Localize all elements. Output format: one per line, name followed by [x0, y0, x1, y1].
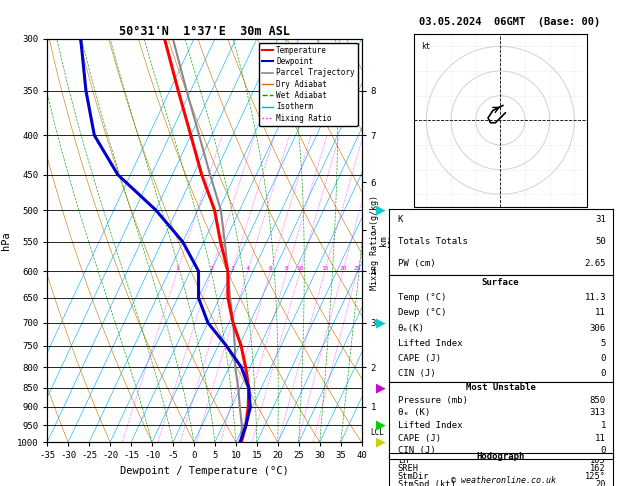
Text: 1: 1	[175, 266, 179, 271]
Text: CAPE (J): CAPE (J)	[398, 434, 441, 443]
Text: 0: 0	[601, 369, 606, 379]
Text: K: K	[398, 215, 403, 225]
Text: StmSpd (kt): StmSpd (kt)	[398, 480, 455, 486]
Legend: Temperature, Dewpoint, Parcel Trajectory, Dry Adiabat, Wet Adiabat, Isotherm, Mi: Temperature, Dewpoint, Parcel Trajectory…	[259, 43, 358, 125]
Text: 5: 5	[601, 339, 606, 348]
Text: Totals Totals: Totals Totals	[398, 237, 467, 246]
Text: 50: 50	[595, 237, 606, 246]
Text: 15: 15	[321, 266, 328, 271]
Text: 0: 0	[601, 354, 606, 363]
Text: 1: 1	[601, 421, 606, 430]
Text: Surface: Surface	[482, 278, 520, 287]
Text: 4: 4	[246, 266, 250, 271]
Text: © weatheronline.co.uk: © weatheronline.co.uk	[451, 475, 555, 485]
Text: PW (cm): PW (cm)	[398, 259, 435, 268]
Title: 50°31'N  1°37'E  30m ASL: 50°31'N 1°37'E 30m ASL	[119, 25, 290, 38]
Y-axis label: km
ASL: km ASL	[379, 232, 398, 249]
Text: θₑ(K): θₑ(K)	[398, 324, 425, 332]
Text: θₑ (K): θₑ (K)	[398, 408, 430, 417]
Text: 125°: 125°	[585, 472, 606, 481]
Text: 2: 2	[209, 266, 213, 271]
Text: Temp (°C): Temp (°C)	[398, 293, 446, 302]
Text: LCL: LCL	[370, 428, 384, 436]
Text: 6: 6	[269, 266, 272, 271]
Text: CIN (J): CIN (J)	[398, 446, 435, 455]
Text: StmDir: StmDir	[398, 472, 429, 481]
Text: 20: 20	[339, 266, 347, 271]
Text: 25: 25	[353, 266, 361, 271]
Text: 3: 3	[230, 266, 234, 271]
Text: 162: 162	[590, 464, 606, 473]
Text: Dewp (°C): Dewp (°C)	[398, 308, 446, 317]
Text: Hodograph: Hodograph	[477, 452, 525, 461]
Text: 306: 306	[590, 324, 606, 332]
Text: 2.65: 2.65	[584, 259, 606, 268]
Text: ▶: ▶	[376, 316, 386, 329]
Text: CAPE (J): CAPE (J)	[398, 354, 441, 363]
Text: 10: 10	[296, 266, 304, 271]
Text: ▶: ▶	[376, 204, 386, 217]
Text: ▶: ▶	[376, 418, 386, 432]
Text: EH: EH	[398, 456, 408, 465]
Text: 0: 0	[601, 446, 606, 455]
Text: 105: 105	[590, 456, 606, 465]
Text: 850: 850	[590, 396, 606, 405]
Text: 31: 31	[595, 215, 606, 225]
Text: Most Unstable: Most Unstable	[465, 383, 536, 392]
Text: 11.3: 11.3	[584, 293, 606, 302]
Text: 8: 8	[285, 266, 289, 271]
Text: CIN (J): CIN (J)	[398, 369, 435, 379]
Text: ▶: ▶	[376, 382, 386, 394]
Text: 20: 20	[596, 480, 606, 486]
Text: Lifted Index: Lifted Index	[398, 421, 462, 430]
Text: Lifted Index: Lifted Index	[398, 339, 462, 348]
Text: Mixing Ratio (g/kg): Mixing Ratio (g/kg)	[370, 195, 379, 291]
Text: 11: 11	[595, 434, 606, 443]
Text: SREH: SREH	[398, 464, 419, 473]
Y-axis label: hPa: hPa	[1, 231, 11, 250]
Text: ▶: ▶	[376, 436, 386, 449]
Text: 313: 313	[590, 408, 606, 417]
Text: 03.05.2024  06GMT  (Base: 00): 03.05.2024 06GMT (Base: 00)	[419, 17, 600, 27]
Text: kt: kt	[421, 42, 431, 51]
Text: Pressure (mb): Pressure (mb)	[398, 396, 467, 405]
X-axis label: Dewpoint / Temperature (°C): Dewpoint / Temperature (°C)	[120, 466, 289, 476]
Text: 11: 11	[595, 308, 606, 317]
